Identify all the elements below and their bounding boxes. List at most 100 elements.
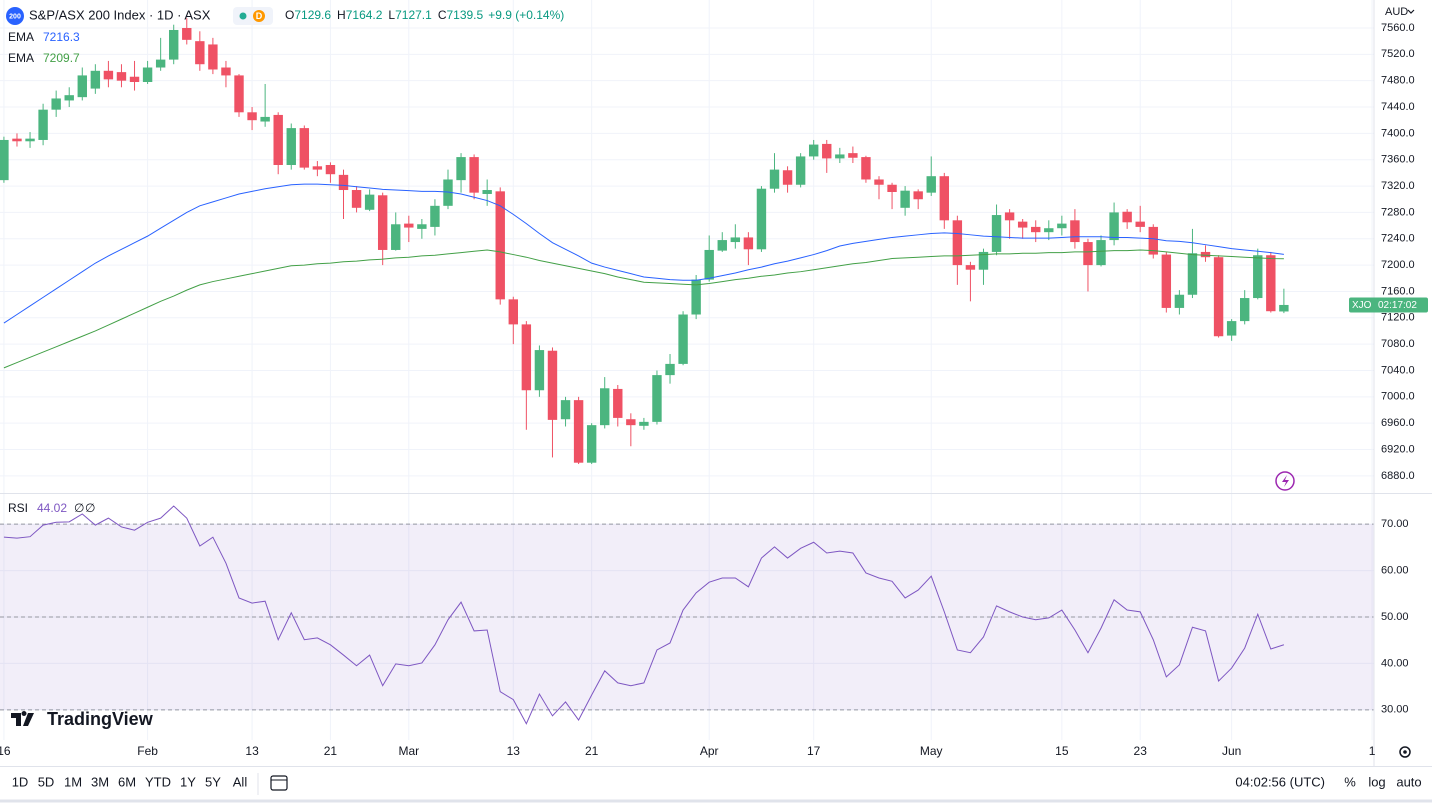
candle-body — [129, 76, 140, 83]
y-tick-label: 7080.0 — [1381, 338, 1415, 350]
candle-body — [1017, 221, 1028, 228]
interval-badge-bg — [253, 10, 265, 22]
y-tick-label: 7240.0 — [1381, 233, 1415, 245]
ohlc-label: C — [438, 8, 447, 22]
scale-option[interactable]: % — [1344, 774, 1356, 789]
candle-body — [103, 70, 114, 80]
ohlc-value: 7164.2 — [346, 8, 383, 22]
calendar-frame — [270, 775, 288, 791]
date-range-icon[interactable] — [270, 775, 288, 791]
candle-body — [155, 59, 166, 68]
range-button[interactable]: YTD — [145, 774, 171, 789]
clock[interactable]: 04:02:56 (UTC) — [1235, 774, 1325, 789]
y-tick-label: 6920.0 — [1381, 443, 1415, 455]
ohlc-change: +9.9 (+0.14%) — [488, 8, 564, 22]
currency-label[interactable]: AUD — [1385, 6, 1408, 18]
range-button[interactable]: 1D — [12, 774, 29, 789]
range-button[interactable]: 5D — [38, 774, 55, 789]
ohlc-label: O — [285, 8, 294, 22]
logo-mark — [11, 710, 34, 726]
x-tick-label: 21 — [324, 744, 338, 758]
candle-body — [1031, 226, 1041, 233]
range-button[interactable]: 1M — [64, 774, 82, 789]
range-button[interactable]: 1Y — [180, 774, 196, 789]
scale-option[interactable]: log — [1368, 774, 1385, 789]
candle-body — [64, 95, 74, 101]
y-tick-label: 6880.0 — [1381, 470, 1415, 482]
candle-body — [25, 138, 35, 142]
x-tick-label: Apr — [700, 744, 719, 758]
candle-body — [1226, 321, 1237, 336]
logo: TradingView — [11, 709, 154, 729]
ema-line — [3, 183, 1284, 324]
ohlc-label: L — [388, 8, 395, 22]
candle-body — [887, 184, 897, 192]
candle-body — [1174, 294, 1185, 308]
candle-body — [377, 195, 388, 250]
logo-text: TradingView — [47, 709, 154, 729]
candle-body — [1122, 211, 1132, 223]
range-button[interactable]: All — [233, 774, 248, 789]
legend-name: EMA — [8, 51, 34, 65]
candle-body — [221, 67, 231, 76]
candle-body — [0, 139, 9, 181]
candle-body — [247, 112, 257, 121]
y-tick-label: 7480.0 — [1381, 75, 1415, 87]
settings-icon[interactable] — [1399, 746, 1411, 758]
ohlc-value: 7129.6 — [294, 8, 331, 22]
candle-body — [1213, 257, 1224, 337]
symbol-tag: XJO — [1352, 300, 1372, 311]
candle-body — [534, 350, 545, 391]
candle-body — [1057, 223, 1067, 229]
range-button[interactable]: 5Y — [205, 774, 221, 789]
candle-body — [430, 205, 440, 227]
candle-body — [926, 176, 936, 193]
lightning-bolt — [1282, 475, 1289, 487]
candle-body — [900, 190, 910, 208]
x-tick-label: 21 — [585, 744, 599, 758]
range-button[interactable]: 3M — [91, 774, 109, 789]
candle-body — [508, 299, 518, 325]
x-tick-label: Mar — [398, 744, 419, 758]
candle-body — [639, 421, 649, 426]
lightning-icon[interactable] — [1275, 471, 1295, 491]
candle-body — [547, 350, 558, 420]
candle-body — [1096, 240, 1106, 266]
y-tick-label: 7520.0 — [1381, 48, 1415, 60]
candle-body — [208, 44, 218, 70]
candle-body — [795, 156, 806, 185]
legend-value: 7209.7 — [43, 51, 80, 65]
x-tick-label: 16 — [0, 744, 11, 758]
candle-body — [38, 109, 48, 140]
candle-body — [730, 237, 741, 243]
candle-body — [1161, 254, 1172, 308]
candle-body — [808, 144, 819, 157]
candle-body — [1253, 255, 1263, 299]
ema-line — [3, 249, 1284, 369]
candle-body — [351, 190, 362, 208]
candle-body — [77, 75, 87, 98]
candle-body — [952, 220, 963, 266]
legend-na: ∅ — [74, 501, 84, 515]
candle-body — [600, 388, 610, 426]
candle-body — [90, 70, 101, 89]
candle-body — [717, 240, 727, 251]
candle-body — [1239, 298, 1250, 322]
range-button[interactable]: 6M — [118, 774, 136, 789]
legend-value: 44.02 — [37, 501, 67, 515]
scale-option[interactable]: auto — [1396, 774, 1421, 789]
candle-body — [913, 191, 923, 200]
candle-body — [665, 363, 675, 376]
candle-body — [404, 223, 414, 228]
x-tick-label: 13 — [245, 744, 259, 758]
y-tick-label: 50.00 — [1381, 611, 1409, 623]
grid-layer — [0, 0, 1374, 740]
candle-body — [626, 419, 636, 426]
ohlc-value: 7139.5 — [446, 8, 483, 22]
candle-body — [1044, 228, 1054, 233]
candle-body — [1148, 226, 1158, 255]
interval-badge: D — [256, 11, 263, 21]
